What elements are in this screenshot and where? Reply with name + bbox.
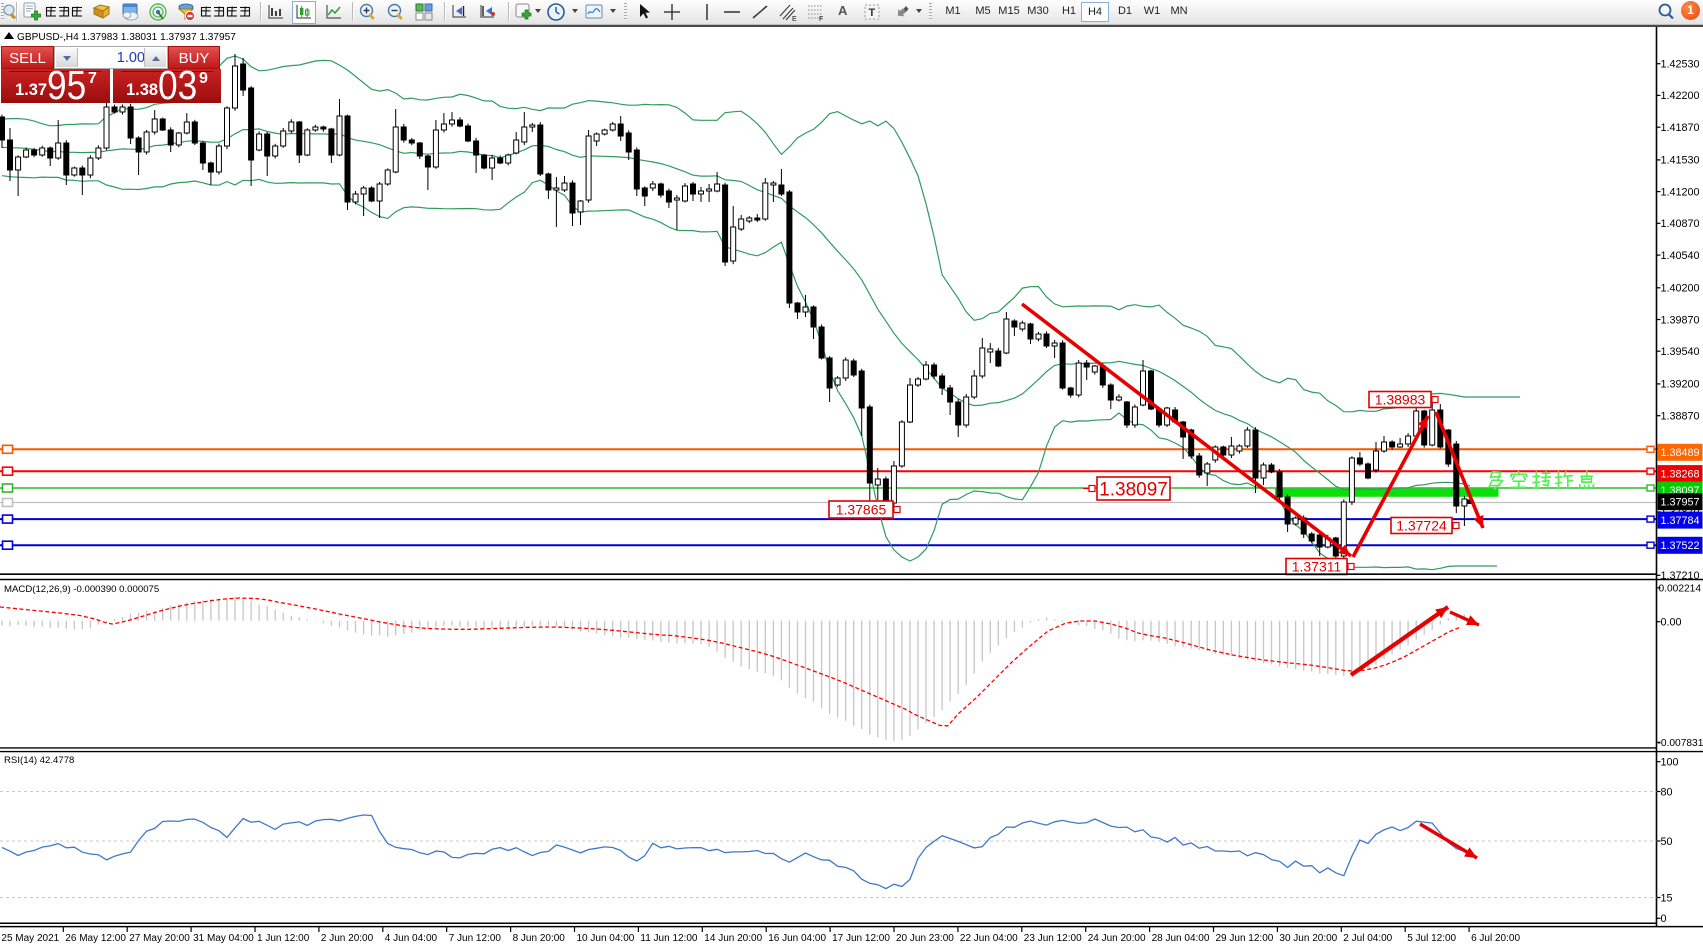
- svg-text:6 Jul 20:00: 6 Jul 20:00: [1471, 933, 1520, 944]
- svg-text:0.00: 0.00: [1661, 617, 1682, 629]
- svg-text:1.37865: 1.37865: [836, 502, 887, 518]
- svg-text:1.39200: 1.39200: [1661, 379, 1700, 391]
- svg-text:16 Jun 04:00: 16 Jun 04:00: [768, 933, 826, 944]
- svg-text:1.41200: 1.41200: [1661, 186, 1700, 198]
- svg-text:4 Jun 04:00: 4 Jun 04:00: [385, 933, 438, 944]
- svg-text:14 Jun 20:00: 14 Jun 20:00: [704, 933, 762, 944]
- svg-text:1.37724: 1.37724: [1396, 518, 1447, 534]
- svg-text:30 Jun 20:00: 30 Jun 20:00: [1279, 933, 1337, 944]
- svg-text:2 Jun 20:00: 2 Jun 20:00: [321, 933, 374, 944]
- svg-text:31 May 04:00: 31 May 04:00: [193, 933, 254, 944]
- svg-text:1.39540: 1.39540: [1661, 346, 1700, 358]
- svg-text:23 Jun 12:00: 23 Jun 12:00: [1024, 933, 1082, 944]
- svg-text:1.42200: 1.42200: [1661, 90, 1700, 102]
- svg-text:1.37311: 1.37311: [1292, 559, 1342, 575]
- svg-text:E: E: [792, 16, 797, 22]
- svg-text:1.37784: 1.37784: [1661, 515, 1700, 527]
- svg-text:20 Jun 23:00: 20 Jun 23:00: [896, 933, 954, 944]
- svg-text:T: T: [869, 7, 876, 19]
- svg-text:29 Jun 12:00: 29 Jun 12:00: [1216, 933, 1274, 944]
- svg-text:1.38983: 1.38983: [1375, 392, 1426, 408]
- svg-text:26 May 12:00: 26 May 12:00: [65, 933, 126, 944]
- svg-text:0.002214: 0.002214: [1659, 584, 1702, 595]
- svg-text:15: 15: [1661, 892, 1673, 904]
- svg-text:MACD(12,26,9) -0.000390 0.0000: MACD(12,26,9) -0.000390 0.000075: [4, 584, 159, 595]
- svg-text:5 Jul 12:00: 5 Jul 12:00: [1407, 933, 1456, 944]
- svg-text:1.40870: 1.40870: [1661, 218, 1700, 230]
- svg-text:22 Jun 04:00: 22 Jun 04:00: [960, 933, 1018, 944]
- svg-text:1.38268: 1.38268: [1661, 468, 1700, 480]
- svg-text:25 May 2021: 25 May 2021: [1, 933, 59, 944]
- svg-text:80: 80: [1661, 786, 1673, 798]
- svg-text:1.37522: 1.37522: [1661, 540, 1700, 552]
- svg-text:11 Jun 12:00: 11 Jun 12:00: [640, 933, 698, 944]
- svg-text:1.40200: 1.40200: [1661, 283, 1700, 295]
- svg-text:24 Jun 20:00: 24 Jun 20:00: [1088, 933, 1146, 944]
- svg-text:1.38489: 1.38489: [1661, 447, 1700, 459]
- svg-text:28 Jun 04:00: 28 Jun 04:00: [1152, 933, 1210, 944]
- svg-text:2 Jul 04:00: 2 Jul 04:00: [1343, 933, 1392, 944]
- svg-text:1.41870: 1.41870: [1661, 122, 1700, 134]
- svg-text:27 May 20:00: 27 May 20:00: [129, 933, 190, 944]
- svg-text:100: 100: [1661, 757, 1679, 769]
- svg-text:1.38097: 1.38097: [1099, 479, 1168, 500]
- svg-text:1.40540: 1.40540: [1661, 250, 1700, 262]
- svg-text:1.37210: 1.37210: [1661, 570, 1700, 582]
- svg-text:1.38870: 1.38870: [1661, 411, 1700, 423]
- svg-text:7 Jun 12:00: 7 Jun 12:00: [449, 933, 502, 944]
- svg-text:1.42530: 1.42530: [1661, 59, 1700, 71]
- svg-text:1.37957: 1.37957: [1661, 497, 1700, 509]
- svg-text:1.39870: 1.39870: [1661, 314, 1700, 326]
- svg-text:F: F: [819, 16, 823, 22]
- svg-text:RSI(14) 42.4778: RSI(14) 42.4778: [4, 755, 74, 766]
- svg-text:0: 0: [1661, 913, 1667, 925]
- svg-text:-0.007831: -0.007831: [1658, 738, 1703, 749]
- svg-text:GBPUSD-,H4 1.37983 1.38031 1.: GBPUSD-,H4 1.37983 1.38031 1.37937 1.379…: [17, 32, 236, 43]
- svg-text:50: 50: [1661, 836, 1673, 848]
- svg-text:1 Jun 12:00: 1 Jun 12:00: [257, 933, 310, 944]
- svg-text:17 Jun 12:00: 17 Jun 12:00: [832, 933, 890, 944]
- svg-text:8 Jun 20:00: 8 Jun 20:00: [513, 933, 566, 944]
- svg-text:1.41530: 1.41530: [1661, 155, 1700, 167]
- svg-text:10 Jun 04:00: 10 Jun 04:00: [577, 933, 635, 944]
